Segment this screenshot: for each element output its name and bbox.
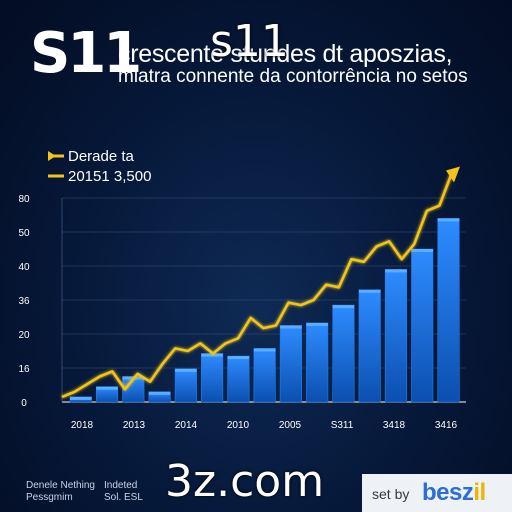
bar-top	[306, 322, 328, 326]
y-tick-label: 40	[18, 262, 30, 273]
x-tick-label: 2018	[71, 420, 94, 431]
y-tick-label: 20	[18, 330, 30, 341]
legend-arrow-1	[48, 151, 56, 161]
bar	[174, 368, 197, 403]
brand-logo: S11	[30, 21, 142, 86]
x-tick-label: 2013	[123, 420, 146, 431]
bar	[332, 304, 355, 403]
chart-subtitle: miatra connente da contorrência no setos	[118, 66, 468, 87]
x-tick-label: 2005	[279, 420, 302, 431]
brand-name-accent: il	[473, 479, 486, 506]
y-tick-label: 50	[18, 228, 30, 239]
bar	[306, 322, 329, 403]
y-tick-label: 80	[18, 194, 30, 205]
bar	[201, 353, 224, 403]
bar-top	[253, 348, 276, 352]
trend-arrow-head	[446, 166, 460, 183]
bar-top	[411, 249, 434, 252]
brand-name-main: besz	[422, 479, 474, 506]
bar-top	[437, 218, 460, 222]
footer-mid-line-1: Indeted	[104, 480, 138, 491]
x-tick-label: S311	[331, 420, 354, 431]
footer-mid-text: Indeted Sol. ESL	[104, 480, 143, 504]
footer-left-line-2: Pessgmim	[26, 492, 73, 503]
bar-series	[69, 218, 460, 403]
brand-name: beszil	[422, 479, 486, 507]
bar	[411, 248, 434, 403]
y-tick-label: 36	[18, 296, 30, 307]
line-series	[61, 166, 460, 399]
bar	[384, 269, 408, 403]
watermark-top: s11	[210, 16, 289, 67]
legend-entry-2: 20151 3,500	[68, 168, 151, 185]
bar-top	[201, 353, 223, 357]
x-tick-label: 2014	[175, 420, 198, 431]
bar-top	[332, 305, 355, 309]
trend-line	[61, 172, 454, 399]
bar	[253, 348, 276, 403]
bar	[437, 218, 460, 403]
y-axis-ticks: 0 16 20 36 40 50 80	[18, 194, 30, 409]
footer-left-text: Denele Nething Pessgmim	[26, 480, 95, 504]
x-tick-label: 2010	[227, 420, 250, 431]
bar-top	[227, 356, 250, 360]
brand-prefix: set by	[372, 486, 410, 502]
y-tick-label: 16	[18, 364, 30, 375]
x-axis-ticks: 2018 2013 2014 2010 2005 S311 3418 3416	[71, 420, 458, 431]
bar-top	[175, 368, 197, 372]
watermark-bottom: 3z.com	[165, 456, 325, 507]
y-tick-label: 0	[21, 398, 27, 409]
bar-top	[280, 325, 302, 329]
bar-top	[358, 289, 381, 293]
brand-panel: set by beszil	[362, 474, 512, 512]
bar-top	[385, 269, 407, 273]
bar-top	[148, 391, 171, 395]
x-tick-label: 3416	[435, 420, 458, 431]
footer-mid-line-2: Sol. ESL	[104, 492, 143, 503]
bar-top	[70, 396, 92, 400]
legend: Derade ta 20151 3,500	[48, 148, 151, 185]
x-tick-label: 3418	[383, 420, 406, 431]
chart-title: crescente stundes dt aposzias,	[118, 40, 453, 68]
legend-entry-1: Derade ta	[68, 148, 135, 165]
bar	[279, 325, 302, 403]
bar	[358, 289, 381, 403]
bar	[227, 355, 250, 403]
footer-left-line-1: Denele Nething	[26, 480, 95, 491]
bar-top	[96, 386, 118, 390]
